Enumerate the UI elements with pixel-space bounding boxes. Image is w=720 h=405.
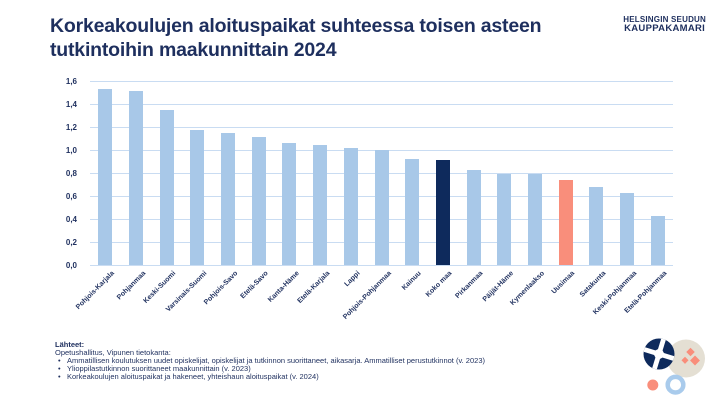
brand-lockup: HELSINGIN SEUDUN KAUPPAKAMARI [623, 15, 706, 35]
sources-intro: Opetushallitus, Vipunen tietokanta: [55, 348, 171, 358]
bar-lappi [343, 147, 358, 265]
bar-kainuu [405, 159, 420, 265]
sources-list: • Ammatillisen koulutuksen uudet opiskeli… [55, 357, 620, 381]
x-axis-tick-label: Pohjois-Karjala [75, 270, 117, 311]
y-axis-tick-label: 0,2 [65, 237, 77, 247]
y-axis-tick-label: 1,2 [65, 122, 77, 132]
x-axis-tick-label: Kainuu [401, 270, 424, 292]
gridline [90, 126, 673, 128]
source-item-text: Korkeakoulujen aloituspaikat ja hakeneet… [67, 372, 319, 382]
bullet-icon: • [58, 364, 61, 374]
page-title-line-1: Korkeakoulujen aloituspaikat suhteessa t… [50, 15, 542, 37]
x-axis-tick-label: Pirkanmaa [454, 270, 485, 300]
gridline [90, 103, 673, 105]
source-item: • Korkeakoulujen aloituspaikat ja hakenee… [55, 373, 620, 381]
bar-varsinais-suomi [190, 130, 205, 265]
x-axis: Pohjois-Karjala Pohjanmaa Keski-Suomi Varsi… [75, 267, 673, 342]
y-axis: 0,0 0,2 0,4 0,6 0,8 1,0 1,2 1,4 1,6 [40, 77, 83, 270]
bar-etel-savo [251, 137, 266, 265]
page-title: Korkeakoulujen aloituspaikat suhteessa t… [50, 14, 542, 62]
bar-p-ij-t-h-me [497, 174, 512, 265]
x-axis-tick-label: Satakunta [578, 270, 608, 299]
bullet-icon: • [58, 356, 61, 366]
bar-pirkanmaa [466, 169, 481, 265]
source-item: • Ammatillisen koulutuksen uudet opiskeli… [55, 357, 620, 365]
x-axis-tick-label: Etelä-Karjala [296, 270, 332, 305]
source-item-text: Ylioppilastutkinnon suorittaneet maakunn… [67, 364, 251, 374]
bar-keski-pohjanmaa [619, 192, 634, 265]
compass-logo-icon [639, 334, 679, 374]
bar-pohjanmaa [129, 91, 144, 265]
brand-decoration-graphic [639, 334, 705, 395]
source-item: • Ylioppilastutkinnon suorittaneet maakun… [55, 365, 620, 373]
x-axis-tick-label: Etelä-Savo [239, 270, 270, 301]
bar-pohjois-pohjanmaa [374, 150, 389, 265]
bar-kymenlaakso [527, 174, 542, 265]
x-axis-tick-label: Uusimaa [550, 270, 577, 296]
source-item-text: Ammatillisen koulutuksen uudet opiskelij… [67, 356, 485, 366]
bar-keski-suomi [159, 109, 174, 265]
brand-name-bottom: KAUPPAKAMARI [624, 23, 706, 35]
y-axis-tick-label: 0,0 [65, 260, 77, 270]
x-axis-tick-label: Päijät-Häme [481, 270, 516, 304]
bar-kanta-h-me [282, 143, 297, 265]
sources-block: Lähteet: Opetushallitus, Vipunen tietoka… [55, 340, 620, 381]
x-axis-tick-label: Pohjanmaa [115, 270, 147, 302]
bar-pohjois-karjala [98, 89, 113, 265]
y-axis-tick-label: 1,0 [65, 145, 77, 155]
x-axis-tick-label: Lappi [343, 270, 362, 289]
gridline [90, 80, 673, 82]
gridline [90, 264, 673, 266]
salmon-dot-shape [647, 379, 659, 391]
y-axis-tick-label: 0,4 [65, 214, 77, 224]
bar-etel-karjala [313, 145, 328, 265]
y-axis-tick-label: 1,4 [65, 99, 77, 109]
page-title-line-2: tutkintoihin maakunnittain 2024 [50, 39, 337, 62]
bar-satakunta [589, 186, 604, 265]
sources-heading: Lähteet: [55, 340, 85, 349]
x-axis-tick-label: Kymenlaakso [509, 270, 546, 307]
y-axis-tick-label: 0,8 [65, 168, 77, 178]
bar-pohjois-savo [221, 132, 236, 265]
x-axis-tick-label: Kanta-Häme [266, 270, 301, 304]
x-axis-tick-label: Koko maa [425, 270, 454, 299]
y-axis-tick-label: 0,6 [65, 191, 77, 201]
blue-ring-shape [665, 374, 686, 395]
brand-name-top: HELSINGIN SEUDUN [623, 15, 706, 24]
bar-etel-pohjanmaa [650, 215, 665, 265]
bar-uusimaa [558, 179, 573, 265]
y-axis-tick-label: 1,6 [65, 76, 77, 86]
bar-koko-maa [435, 160, 450, 265]
x-axis-tick-label: Pohjois-Savo [202, 270, 240, 307]
plot-area [90, 80, 673, 266]
bullet-icon: • [58, 372, 61, 382]
